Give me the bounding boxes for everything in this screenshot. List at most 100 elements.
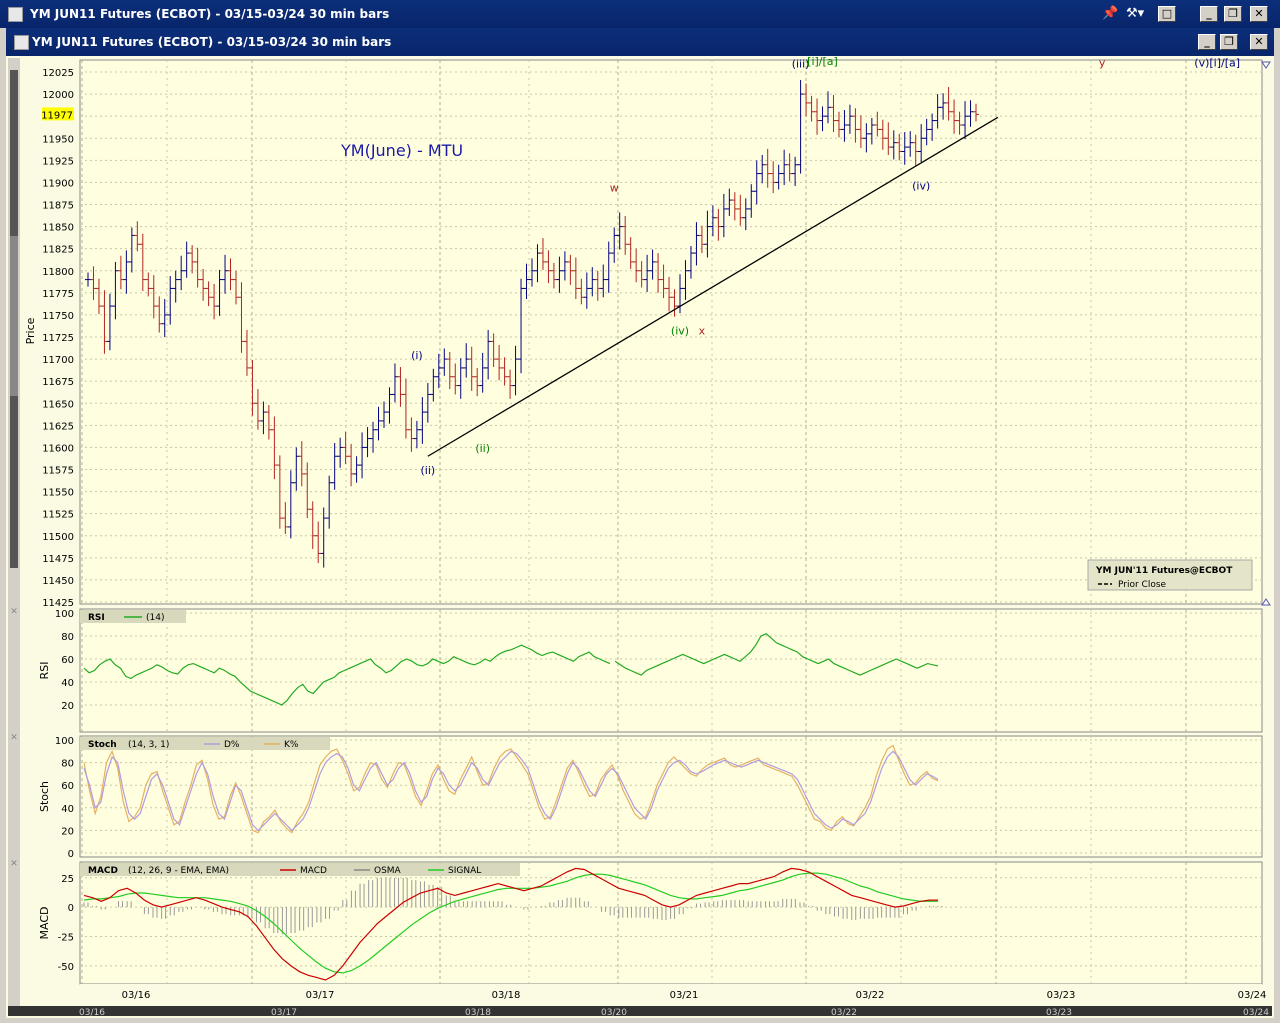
price-tick-label: 11625 bbox=[42, 421, 74, 432]
wave-label: (ii) bbox=[475, 442, 490, 455]
current-price-badge bbox=[42, 107, 74, 121]
price-tick-label: 11850 bbox=[42, 223, 74, 234]
left-scroll-thumb bbox=[10, 236, 18, 396]
price-tick-label: 11475 bbox=[42, 554, 74, 565]
rsi-tick-label: 80 bbox=[61, 632, 74, 643]
rsi-tick-label: 40 bbox=[61, 678, 74, 689]
rsi-tick-label: 20 bbox=[61, 701, 74, 712]
stoch-tick-label: 60 bbox=[61, 781, 74, 792]
chart-maximize-button[interactable]: ❐ bbox=[1220, 34, 1238, 50]
macd-header-bg bbox=[80, 863, 520, 876]
stoch-tick-label: 20 bbox=[61, 826, 74, 837]
price-tick-label: 11575 bbox=[42, 466, 74, 477]
app-icon bbox=[8, 7, 23, 22]
rsi-tick-label: 100 bbox=[55, 609, 74, 620]
price-tick-label: 11925 bbox=[42, 156, 74, 167]
price-axis-label: Price bbox=[24, 317, 37, 344]
price-tick-label: 11600 bbox=[42, 443, 74, 454]
current-price-label: 11977 bbox=[41, 110, 73, 121]
wave-label: y bbox=[1099, 57, 1106, 70]
price-tick-label: 11775 bbox=[42, 289, 74, 300]
x-tick-label: 03/17 bbox=[306, 990, 335, 1001]
macd-legend-name: SIGNAL bbox=[448, 866, 481, 876]
tools-icon[interactable]: ⚒▾ bbox=[1126, 6, 1145, 21]
x-tick-label: 03/16 bbox=[122, 990, 151, 1001]
price-tick-label: 11750 bbox=[42, 311, 74, 322]
price-tick-label: 11950 bbox=[42, 134, 74, 145]
pin-icon[interactable]: 📌 bbox=[1102, 6, 1119, 21]
rsi-tick-label: 60 bbox=[61, 655, 74, 666]
macd-legend-name: OSMA bbox=[374, 866, 402, 876]
macd-tick-label: -50 bbox=[58, 962, 74, 973]
restore-window-button[interactable]: □ bbox=[1158, 6, 1176, 22]
stoch-line-D% bbox=[83, 750, 939, 832]
x-tick-label: 03/21 bbox=[670, 990, 699, 1001]
panel-close-icon: ✕ bbox=[10, 733, 18, 743]
stoch-legend-name: D% bbox=[224, 740, 240, 750]
scroll-up-icon bbox=[1261, 61, 1271, 69]
price-tick-label: 12025 bbox=[42, 68, 74, 79]
stoch-legend-name: K% bbox=[284, 740, 299, 750]
price-legend-name: YM JUN'11 Futures@ECBOT bbox=[1095, 566, 1233, 576]
price-tick-label: 11675 bbox=[42, 377, 74, 388]
macd-legend-name: MACD bbox=[300, 866, 327, 876]
chart-close-button[interactable]: ✕ bbox=[1250, 34, 1268, 50]
scroll-date-label: 03/16 bbox=[79, 1008, 105, 1018]
rsi-line bbox=[83, 632, 939, 706]
stoch-tick-label: 40 bbox=[61, 804, 74, 815]
maximize-button[interactable]: ❐ bbox=[1224, 6, 1242, 22]
wave-label: (iv) bbox=[912, 179, 930, 192]
chart-area[interactable]: 03/16 03/17 03/18 03/21 03/22 03/23 03/24 03/16… bbox=[6, 55, 1274, 1018]
x-tick-label: 03/23 bbox=[1047, 990, 1076, 1001]
scroll-date-label: 03/22 bbox=[831, 1008, 857, 1018]
chart-title: YM(June) - MTU bbox=[340, 141, 463, 160]
scroll-date-label: 03/18 bbox=[465, 1008, 491, 1018]
close-button[interactable]: ✕ bbox=[1250, 6, 1268, 22]
macd-tick-label: 0 bbox=[68, 903, 74, 914]
price-tick-label: 11900 bbox=[42, 178, 74, 189]
chart-svg: 03/16 03/17 03/18 03/21 03/22 03/23 03/24 03/16… bbox=[6, 55, 1274, 1018]
macd-tick-label: -25 bbox=[58, 933, 74, 944]
stoch-params: (14, 3, 1) bbox=[128, 740, 169, 750]
wave-label: (i) bbox=[411, 349, 423, 362]
chart-minimize-button[interactable]: _ bbox=[1198, 34, 1216, 50]
stoch-tick-label: 100 bbox=[55, 736, 74, 747]
scroll-date-label: 03/23 bbox=[1046, 1008, 1072, 1018]
x-tick-label: 03/18 bbox=[492, 990, 521, 1001]
panel-close-icon: ✕ bbox=[10, 859, 18, 869]
wave-label: (ii) bbox=[421, 464, 436, 477]
price-tick-label: 11450 bbox=[42, 576, 74, 587]
price-tick-label: 11525 bbox=[42, 510, 74, 521]
macd-signal-line bbox=[83, 872, 938, 974]
x-tick-label: 03/22 bbox=[856, 990, 885, 1001]
price-tick-label: 11700 bbox=[42, 355, 74, 366]
wave-label: (iv) bbox=[671, 324, 689, 337]
price-tick-label: 11550 bbox=[42, 488, 74, 499]
x-axis-band bbox=[80, 984, 1262, 1006]
rsi-label: RSI bbox=[88, 613, 105, 623]
wave-label: [i]/[a] bbox=[807, 56, 838, 68]
price-legend-box bbox=[1087, 559, 1253, 591]
price-legend-item: Prior Close bbox=[1118, 580, 1167, 590]
minimize-button[interactable]: _ bbox=[1200, 6, 1218, 22]
stoch-axis-label: Stoch bbox=[38, 781, 51, 812]
stoch-tick-label: 80 bbox=[61, 759, 74, 770]
panel-close-icon: ✕ bbox=[10, 607, 18, 617]
price-tick-label: 11725 bbox=[42, 333, 74, 344]
price-tick-label: 11825 bbox=[42, 245, 74, 256]
wave-label: x bbox=[699, 324, 706, 337]
panel-stoch bbox=[79, 735, 1263, 858]
price-tick-label: 11425 bbox=[42, 598, 74, 609]
chart-window-titlebar: YM JUN11 Futures (ECBOT) - 03/15-03/24 3… bbox=[6, 28, 1274, 56]
price-tick-label: 12000 bbox=[42, 90, 74, 101]
chart-window-icon bbox=[14, 35, 29, 50]
stoch-line-K% bbox=[83, 744, 939, 834]
price-tick-label: 11800 bbox=[42, 267, 74, 278]
wave-label: w bbox=[610, 181, 619, 194]
stoch-tick-label: 0 bbox=[68, 849, 74, 860]
stoch-label: Stoch bbox=[88, 740, 117, 750]
scroll-date-label: 03/24 bbox=[1243, 1008, 1269, 1018]
price-tick-label: 11875 bbox=[42, 201, 74, 212]
rsi-axis-label: RSI bbox=[38, 662, 51, 680]
price-tick-label: 11650 bbox=[42, 399, 74, 410]
